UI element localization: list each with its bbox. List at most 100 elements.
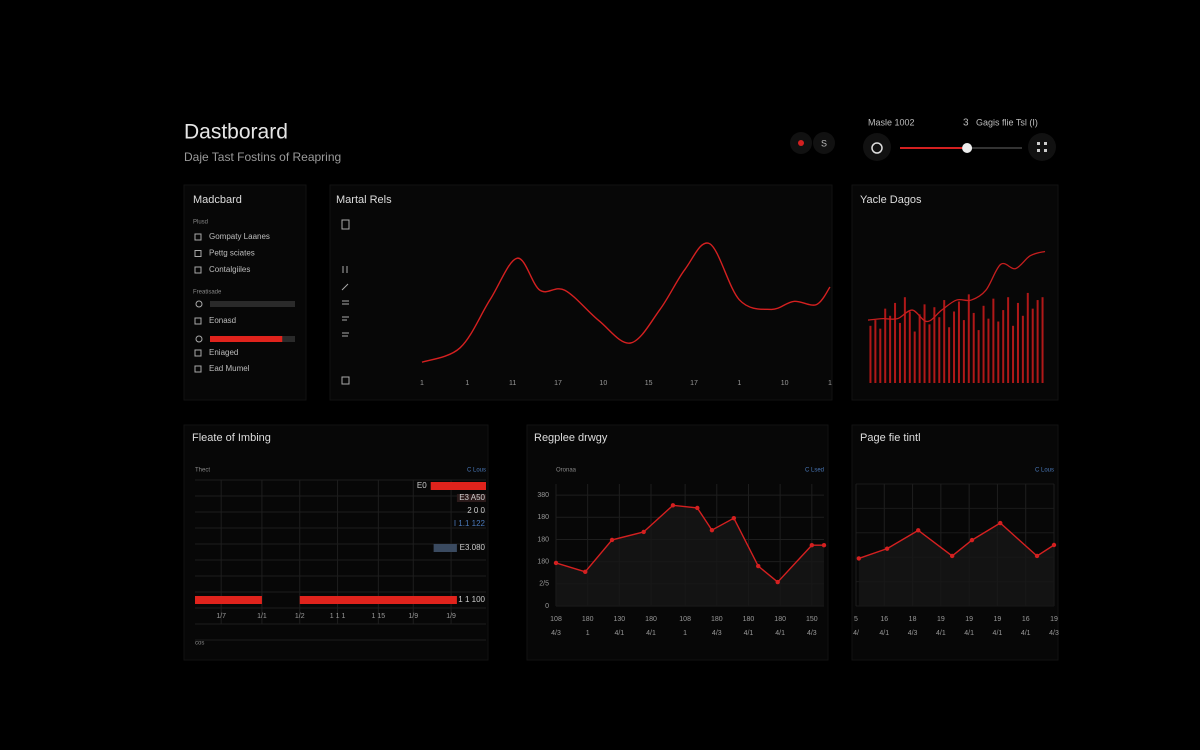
- panel-title: Fleate of Imbing: [192, 432, 271, 444]
- line-point: [998, 520, 1003, 526]
- range-bar: [195, 596, 262, 604]
- x-tick-sublabel: 1: [586, 630, 590, 637]
- panel-title: Yacle Dagos: [860, 194, 922, 206]
- line: [858, 522, 1055, 560]
- line-point: [756, 563, 761, 569]
- drop-button[interactable]: [863, 133, 891, 161]
- range-bar: [299, 596, 457, 604]
- slider-count: 3: [963, 118, 969, 129]
- y-tick-label: 180: [537, 514, 549, 521]
- x-tick-label: 5: [854, 616, 858, 623]
- panel: [851, 424, 1059, 661]
- range-bar: [433, 544, 457, 552]
- line-point: [916, 528, 921, 533]
- grid-button[interactable]: [1028, 133, 1056, 161]
- icon-column: [341, 219, 350, 385]
- x-tick-sublabel: 4/1: [646, 630, 656, 637]
- icon: [341, 219, 350, 230]
- x-tick-label: 1: [420, 380, 424, 387]
- x-tick-sublabel: 4/3: [807, 630, 817, 637]
- item-icon: [194, 349, 202, 357]
- bar: [967, 294, 970, 383]
- row-label: 2 0 0: [467, 506, 485, 515]
- slider-knob[interactable]: [962, 143, 973, 153]
- bar: [918, 314, 921, 383]
- x-tick-label: 180: [774, 616, 786, 623]
- y-tick-label: 180: [537, 558, 549, 565]
- x-tick-sublabel: 4/1: [993, 630, 1003, 637]
- line-point: [641, 529, 646, 535]
- sidebar-item[interactable]: Eniaged: [209, 348, 238, 357]
- sidebar-item[interactable]: Pettg sciates: [209, 249, 255, 258]
- icon: [342, 332, 349, 337]
- item-icon: [194, 317, 202, 325]
- line: [867, 250, 1046, 323]
- drop-icon: [871, 142, 883, 154]
- bar: [903, 297, 906, 383]
- panel-title: Martal Rels: [336, 194, 392, 206]
- bar: [923, 304, 926, 383]
- sidebar-item[interactable]: Eonasd: [209, 316, 236, 325]
- x-tick-label: 1/7: [216, 613, 226, 620]
- sidebar-item[interactable]: Contalgiiles: [209, 265, 250, 274]
- row-label: 1 1 100: [458, 595, 485, 604]
- x-tick-sublabel: 4/3: [551, 630, 561, 637]
- item-icon: [194, 250, 202, 257]
- y-tick-label: 180: [537, 536, 549, 543]
- s-button[interactable]: [813, 132, 835, 154]
- bar: [977, 330, 980, 383]
- x-tick-sublabel: 4/3: [908, 630, 918, 637]
- bar: [1041, 297, 1044, 383]
- line-point: [609, 537, 615, 543]
- bar: [938, 317, 941, 383]
- panel-footer: cos: [195, 641, 204, 647]
- sidebar-panel: [183, 184, 307, 401]
- x-tick-sublabel: 1: [683, 630, 687, 637]
- line-point: [809, 543, 815, 548]
- line-point: [969, 537, 975, 543]
- bar: [913, 331, 916, 383]
- line-area: [858, 523, 1054, 606]
- x-tick-label: 11: [509, 380, 516, 387]
- bar: [1031, 308, 1034, 383]
- bar: [933, 307, 936, 383]
- record-dot: [798, 140, 804, 146]
- line-point: [856, 556, 862, 561]
- panel-title: Page fie tintl: [860, 432, 921, 444]
- line: [555, 504, 824, 584]
- bar: [962, 320, 965, 383]
- x-tick-sublabel: 4/1: [775, 630, 785, 637]
- bar: [874, 320, 877, 383]
- grid-icon: [1037, 142, 1047, 152]
- bar: [982, 305, 985, 383]
- y-tick-label: 380: [537, 492, 549, 499]
- slider-caption: Gagis flie Tsl (I): [976, 117, 1038, 127]
- x-tick-label: 16: [1022, 616, 1030, 623]
- panel-title: Regplee drwgy: [534, 432, 608, 444]
- sidebar-section: Freatisade: [193, 290, 222, 296]
- sidebar-item[interactable]: Gompaty Laanes: [209, 232, 270, 241]
- x-tick-label: 19: [937, 616, 945, 623]
- line-point: [583, 569, 588, 575]
- x-tick-label: 108: [550, 616, 562, 623]
- x-tick-sublabel: 4/3: [1049, 630, 1059, 637]
- bar: [879, 328, 882, 383]
- sidebar-item[interactable]: Ead Mumel: [209, 364, 250, 373]
- x-tick-label: 180: [711, 616, 723, 623]
- line-point: [884, 546, 890, 551]
- progress-track: [210, 301, 295, 307]
- bar: [997, 321, 1000, 383]
- bar: [972, 312, 975, 383]
- row-label: E3.080: [460, 543, 486, 552]
- line-point: [775, 579, 780, 585]
- sidebar-title: Madcbard: [193, 194, 242, 206]
- x-tick-sublabel: 4/1: [936, 630, 946, 637]
- line: [421, 242, 831, 363]
- x-tick-label: 180: [743, 616, 755, 623]
- icon: [342, 316, 349, 321]
- x-tick-sublabel: 4/: [853, 630, 859, 637]
- bar: [957, 301, 960, 383]
- x-tick-label: 1 15: [372, 613, 386, 620]
- bar: [928, 324, 931, 383]
